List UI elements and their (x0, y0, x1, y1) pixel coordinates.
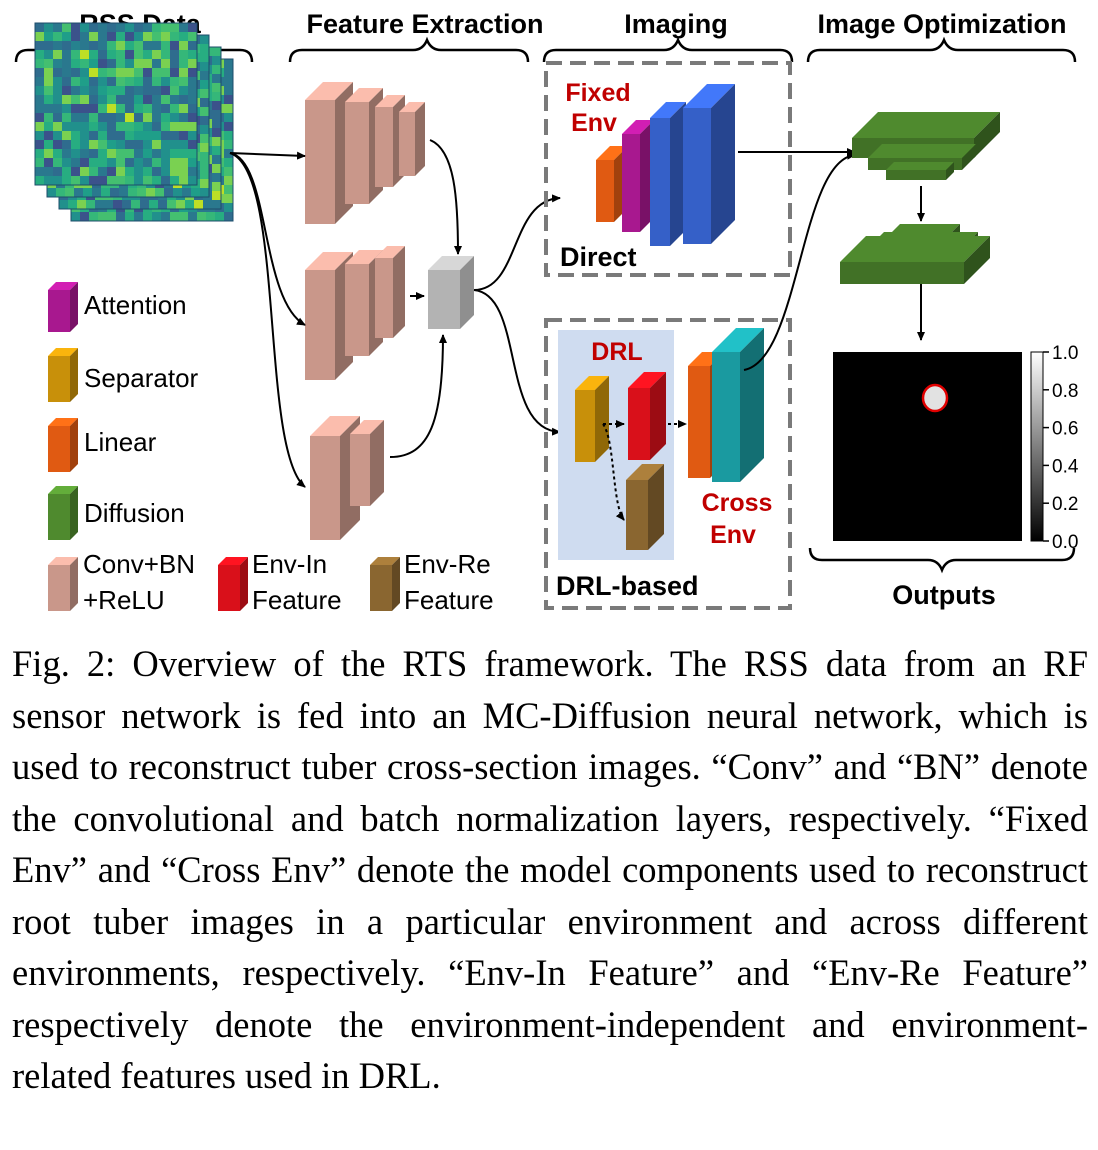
outputs-label: Outputs (892, 580, 995, 610)
colorbar-tick-label: 1.0 (1052, 343, 1078, 364)
cross-env-label-line1: Cross (702, 489, 773, 517)
diffusion-blocks (840, 112, 1000, 284)
legend-conv-swatch (48, 557, 78, 611)
env-in-feature-block (628, 372, 666, 460)
conv-branch-bottom (310, 416, 384, 540)
cross-env-block (712, 328, 764, 482)
legend-env-in-label-line2: Feature (252, 585, 342, 615)
conv-layer (310, 416, 360, 540)
drl-dotted-arrows (602, 420, 625, 521)
tuber-cross-section (921, 383, 949, 413)
drl-based-label: DRL-based (556, 571, 699, 601)
legend-linear-swatch (48, 418, 78, 472)
figure-caption: Fig. 2: Overview of the RTS framework. T… (12, 643, 1088, 1096)
legend: Attention Separator Linear Diffusion Con… (48, 282, 494, 615)
conv-layer (375, 246, 405, 338)
direct-label: Direct (560, 242, 637, 272)
framework-diagram: RSS Data Feature Extraction Imaging Imag… (14, 9, 1079, 615)
colorbar-tick-label: 0.0 (1052, 532, 1078, 553)
legend-conv-label-line2: +ReLU (83, 585, 165, 615)
colorbar-tick-label: 0.4 (1052, 456, 1079, 477)
separator-block (575, 376, 609, 462)
direct-imaging-box (544, 61, 792, 277)
cross-env-label-line2: Env (710, 521, 756, 549)
feature-fusion-block (428, 256, 474, 329)
conv-layer (399, 102, 425, 176)
env-re-feature-block (626, 464, 664, 550)
legend-linear-label: Linear (84, 427, 157, 457)
colorbar-tick-label: 0.6 (1052, 419, 1078, 440)
direct-imaging-blocks (596, 84, 735, 246)
direct-conv-block (683, 84, 735, 244)
conv-layer (350, 420, 384, 506)
drl-blocks (575, 328, 764, 550)
imaging-to-optimization-arrows (738, 148, 925, 371)
colorbar-tick-label: 0.2 (1052, 494, 1078, 515)
legend-conv-label-line1: Conv+BN (83, 549, 195, 579)
header-imaging: Imaging (624, 9, 728, 39)
legend-diffusion-swatch (48, 486, 78, 540)
legend-diffusion-label: Diffusion (84, 498, 185, 528)
legend-separator-label: Separator (84, 363, 199, 393)
legend-env-re-label-line1: Env-Re (404, 549, 491, 579)
rss-data-heatmaps (34, 22, 234, 222)
conv-branch-middle (305, 246, 405, 380)
outputs-brace (808, 547, 1076, 574)
legend-env-re-label-line2: Feature (404, 585, 494, 615)
legend-env-re-swatch (370, 557, 400, 611)
header-feature-extraction: Feature Extraction (306, 9, 543, 39)
colorbar-tick-label: 0.8 (1052, 381, 1078, 402)
colorbar: 1.0 0.8 0.6 0.4 0.2 0.0 (1030, 343, 1079, 553)
conv-branch-top (305, 82, 425, 224)
legend-attention-label: Attention (84, 290, 187, 320)
drl-based-box (544, 318, 792, 610)
linear-block (596, 146, 628, 222)
output-image (833, 352, 1022, 541)
diffusion-layer (886, 162, 954, 180)
attention-block (622, 120, 654, 232)
drl-label: DRL (591, 338, 642, 366)
fixed-env-label-line2: Env (571, 109, 617, 137)
diffusion-layer (840, 236, 990, 284)
legend-env-in-swatch (218, 557, 248, 611)
legend-separator-swatch (48, 348, 78, 402)
header-braces (14, 36, 1077, 63)
legend-attention-swatch (48, 282, 78, 332)
fixed-env-label-line1: Fixed (565, 79, 630, 107)
rss-heatmap-layer (34, 22, 198, 186)
header-image-optimization: Image Optimization (817, 9, 1066, 39)
direct-conv-block (650, 102, 686, 246)
legend-env-in-label-line1: Env-In (252, 549, 327, 579)
